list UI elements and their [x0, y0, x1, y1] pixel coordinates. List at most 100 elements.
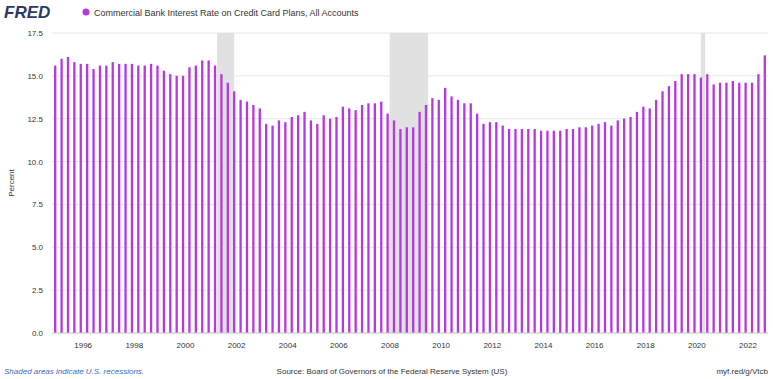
- x-tick-label: 2000: [177, 341, 195, 350]
- bar: [92, 69, 94, 333]
- bar: [54, 66, 56, 333]
- bar: [597, 124, 599, 333]
- grid-line: [52, 333, 768, 334]
- bar: [425, 105, 427, 333]
- bar: [546, 131, 548, 333]
- bar: [239, 100, 241, 333]
- bar: [559, 131, 561, 333]
- bar: [227, 83, 229, 333]
- bar: [284, 122, 286, 333]
- legend-marker: [83, 9, 90, 16]
- bar: [642, 107, 644, 333]
- recession-note: Shaded areas indicate U.S. recessions.: [4, 367, 144, 376]
- bar: [112, 62, 114, 333]
- bar: [482, 124, 484, 333]
- bar: [476, 114, 478, 333]
- logo: FRED: [4, 3, 50, 22]
- bar: [176, 76, 178, 333]
- bar: [367, 103, 369, 333]
- y-tick-label: 5.0: [32, 243, 44, 252]
- bar: [163, 71, 165, 333]
- bar: [463, 103, 465, 333]
- bar: [668, 86, 670, 333]
- bar: [457, 100, 459, 333]
- bar: [278, 120, 280, 333]
- bar: [105, 66, 107, 333]
- bar: [271, 126, 273, 333]
- x-tick-label: 2020: [688, 341, 706, 350]
- legend-text: Commercial Bank Interest Rate on Credit …: [94, 8, 359, 18]
- bar: [744, 83, 746, 333]
- bar: [361, 105, 363, 333]
- bar: [757, 74, 759, 333]
- bar: [751, 83, 753, 333]
- chart: FRED Commercial Bank Interest Rate on Cre…: [0, 0, 773, 379]
- bar: [86, 64, 88, 333]
- bar: [450, 96, 452, 333]
- bar: [565, 129, 567, 333]
- bar: [553, 131, 555, 333]
- bar: [591, 126, 593, 333]
- bar: [540, 131, 542, 333]
- bar: [527, 129, 529, 333]
- y-tick-label: 12.5: [27, 115, 43, 124]
- bar: [399, 129, 401, 333]
- bar: [265, 124, 267, 333]
- bar: [700, 78, 702, 333]
- bar: [534, 129, 536, 333]
- plot-area: [54, 33, 766, 333]
- bar: [470, 103, 472, 333]
- bar: [617, 120, 619, 333]
- bar: [188, 67, 190, 333]
- bar: [623, 119, 625, 333]
- bar: [521, 129, 523, 333]
- bar: [60, 59, 62, 333]
- x-tick-label: 2016: [586, 341, 604, 350]
- x-tick-label: 1996: [74, 341, 92, 350]
- bar: [380, 102, 382, 333]
- bar: [214, 66, 216, 333]
- bar: [207, 60, 209, 333]
- bar: [713, 84, 715, 333]
- x-tick-label: 2008: [381, 341, 399, 350]
- x-tick-label: 1998: [125, 341, 143, 350]
- y-tick-label: 15.0: [27, 72, 43, 81]
- bar: [502, 126, 504, 333]
- bar: [335, 117, 337, 333]
- bar: [131, 64, 133, 333]
- bar: [201, 60, 203, 333]
- x-tick-label: 2006: [330, 341, 348, 350]
- x-tick-label: 2012: [483, 341, 501, 350]
- bar: [297, 115, 299, 333]
- bar: [233, 91, 235, 333]
- bar: [514, 129, 516, 333]
- bar: [303, 112, 305, 333]
- bar: [169, 74, 171, 333]
- bar: [706, 74, 708, 333]
- bar: [259, 108, 261, 333]
- bar: [137, 66, 139, 333]
- bar: [578, 127, 580, 333]
- bar: [725, 83, 727, 333]
- y-tick-label: 7.5: [32, 200, 44, 209]
- x-tick-label: 2014: [535, 341, 553, 350]
- bar: [572, 129, 574, 333]
- bar: [495, 122, 497, 333]
- bar: [655, 100, 657, 333]
- x-axis: [52, 333, 768, 334]
- source: Source: Board of Governors of the Federa…: [277, 367, 508, 376]
- bar: [508, 129, 510, 333]
- bar: [291, 117, 293, 333]
- bar: [246, 102, 248, 333]
- bar: [732, 81, 734, 333]
- bar: [693, 74, 695, 333]
- y-axis-label: Percent: [7, 168, 16, 196]
- bar: [412, 127, 414, 333]
- bar: [636, 112, 638, 333]
- bar: [310, 120, 312, 333]
- bar: [438, 100, 440, 333]
- bar: [195, 66, 197, 333]
- bar: [687, 74, 689, 333]
- bar: [342, 107, 344, 333]
- bar: [681, 74, 683, 333]
